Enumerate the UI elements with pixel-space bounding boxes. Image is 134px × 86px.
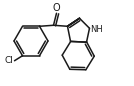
Text: NH: NH: [90, 25, 103, 34]
Text: O: O: [53, 3, 60, 13]
Text: Cl: Cl: [4, 56, 13, 65]
